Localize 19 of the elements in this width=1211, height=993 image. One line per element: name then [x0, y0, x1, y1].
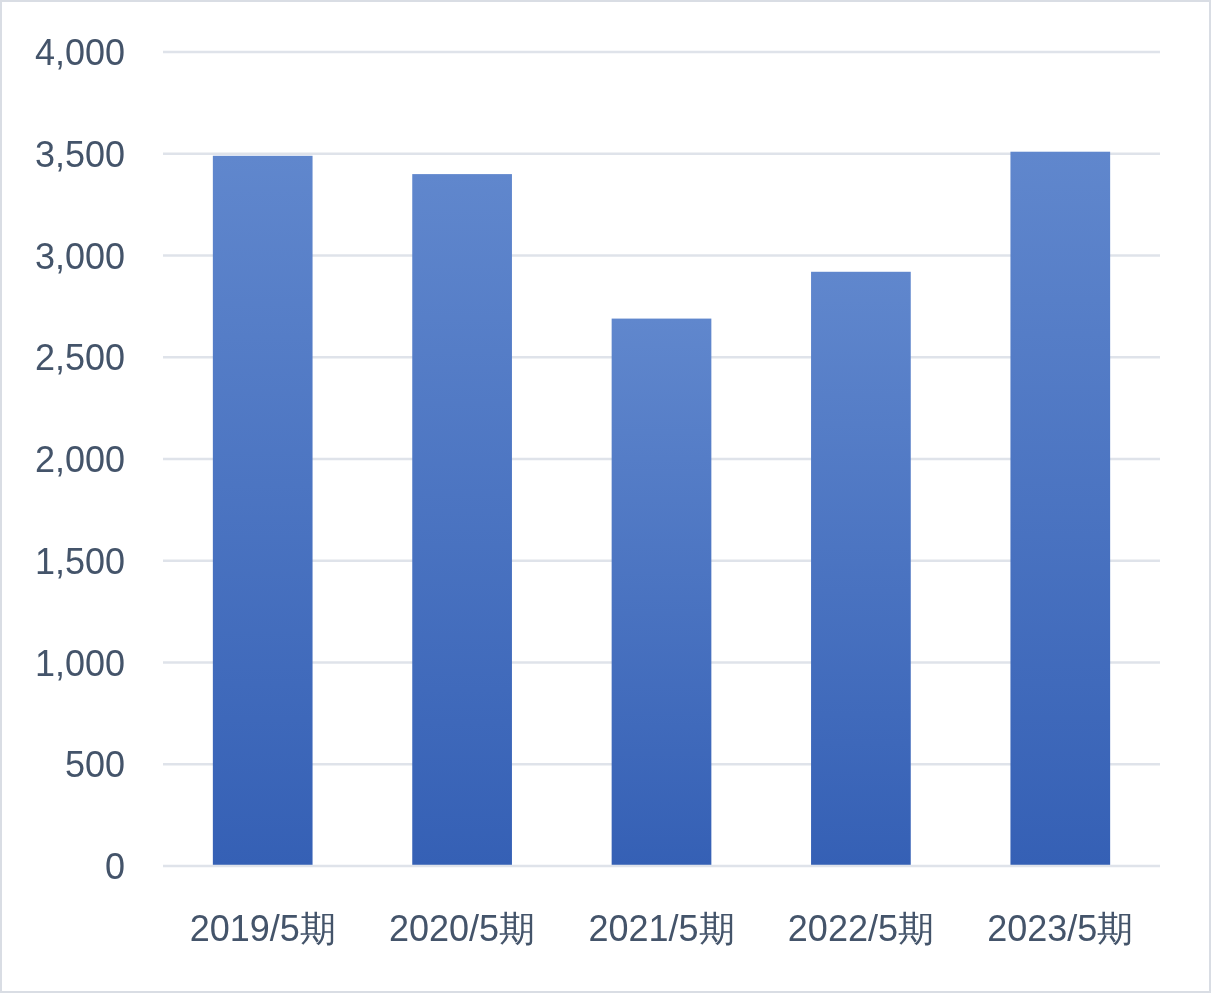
- y-tick-label: 2,000: [34, 439, 125, 480]
- bar: [1010, 151, 1111, 866]
- x-tick-label: 2023/5期: [987, 908, 1134, 949]
- y-tick-label: 3,000: [34, 235, 125, 277]
- x-tick-label: 2022/5期: [787, 908, 934, 949]
- y-tick-label: 3,500: [34, 133, 125, 175]
- bar: [412, 174, 512, 866]
- y-tick-label: 500: [64, 744, 125, 786]
- bar: [811, 271, 911, 866]
- y-tick-label: 1,000: [34, 642, 125, 684]
- x-tick-label: 2019/5期: [189, 908, 336, 949]
- y-tick-label: 1,500: [34, 540, 125, 582]
- bar: [611, 318, 712, 866]
- x-tick-label: 2021/5期: [588, 908, 735, 949]
- x-tick-label: 2020/5期: [389, 908, 536, 949]
- y-tick-label: 4,000: [34, 32, 125, 73]
- y-tick-label: 0: [104, 846, 125, 887]
- y-tick-label: 2,500: [34, 337, 125, 379]
- bar: [212, 155, 313, 866]
